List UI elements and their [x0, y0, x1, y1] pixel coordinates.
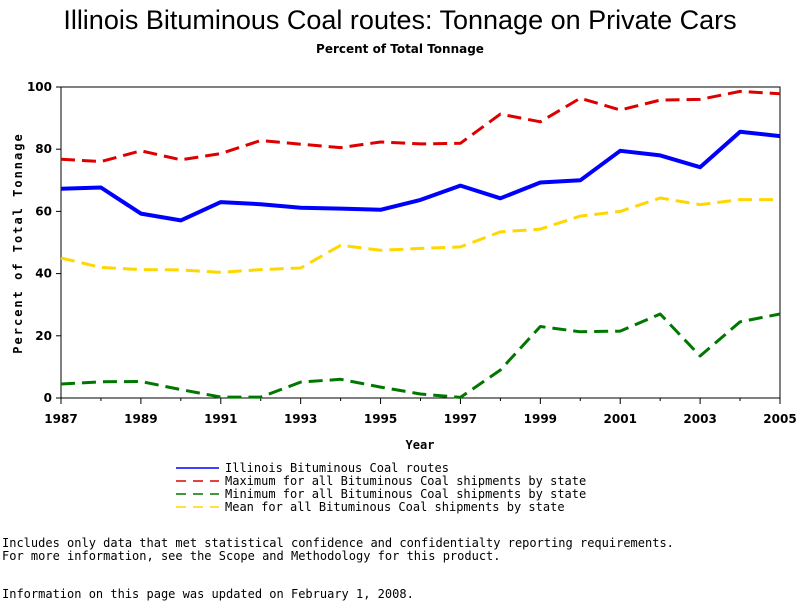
y-tick-label: 80 [35, 142, 52, 156]
y-axis-label: Percent of Total Tonnage [11, 132, 25, 353]
y-tick-label: 60 [35, 204, 52, 218]
legend-label-2: Maximum for all Bituminous Coal shipment… [225, 474, 586, 488]
x-tick-label: 1995 [364, 412, 397, 426]
plot-area [60, 86, 781, 399]
footnote-1: Includes only data that met statistical … [2, 536, 674, 550]
x-tick-label: 2001 [604, 412, 637, 426]
chart-title: Illinois Bituminous Coal routes: Tonnage… [63, 5, 737, 35]
footnote-2: For more information, see the Scope and … [2, 549, 501, 563]
x-axis-label: Year [406, 438, 435, 452]
legend-label-4: Mean for all Bituminous Coal shipments b… [225, 500, 565, 514]
legend-label-3: Minimum for all Bituminous Coal shipment… [225, 487, 586, 501]
series-line-2 [60, 89, 781, 164]
x-tick-label: 1989 [124, 412, 157, 426]
y-tick-label: 0 [44, 391, 52, 405]
chart-subtitle: Percent of Total Tonnage [316, 42, 484, 56]
series-line-4 [60, 196, 780, 274]
updated-note: Information on this page was updated on … [2, 587, 414, 601]
y-tick-label: 40 [35, 267, 52, 281]
y-tick-label: 20 [35, 329, 52, 343]
x-tick-label: 1991 [204, 412, 237, 426]
x-tick-label: 1997 [444, 412, 477, 426]
x-tick-label: 1993 [284, 412, 317, 426]
x-tick-label: 2003 [683, 412, 716, 426]
x-tick-label: 1999 [524, 412, 557, 426]
series-line-3 [60, 312, 781, 399]
legend-label-1: Illinois Bituminous Coal routes [225, 461, 449, 475]
x-tick-label: 2005 [763, 412, 796, 426]
series-line-1 [60, 129, 781, 223]
y-tick-label: 100 [27, 80, 52, 94]
x-tick-label: 1987 [44, 412, 77, 426]
